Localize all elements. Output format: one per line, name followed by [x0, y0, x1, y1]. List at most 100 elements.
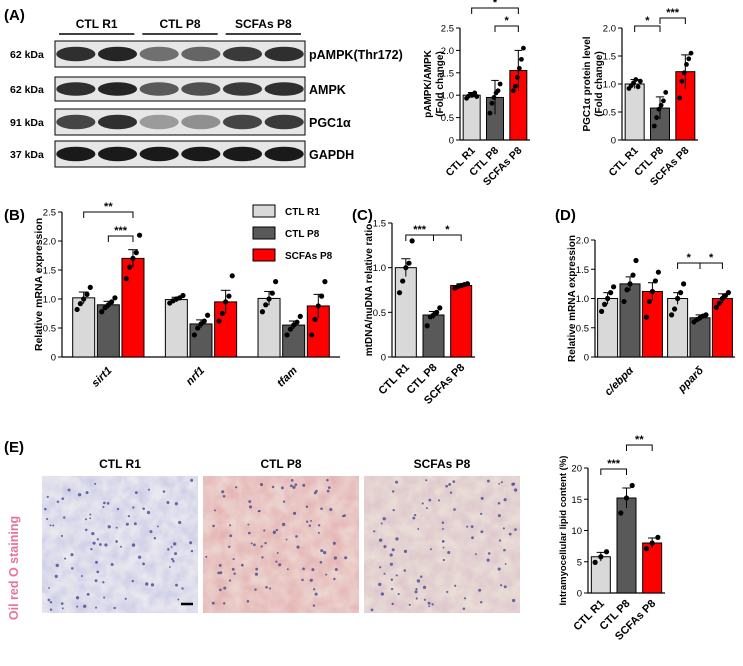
y-tick-label: 0.5: [43, 324, 56, 335]
stained-nucleus: [403, 549, 408, 554]
stained-nucleus: [325, 573, 328, 576]
blot-group-label: CTL P8: [159, 17, 200, 31]
data-point: [679, 78, 685, 84]
stained-nucleus: [214, 509, 216, 512]
stained-nucleus: [480, 496, 484, 500]
blot-band: [222, 114, 263, 130]
stained-nucleus: [497, 514, 501, 518]
stained-nucleus: [115, 540, 118, 543]
stained-nucleus: [254, 572, 259, 576]
data-point: [259, 309, 266, 315]
data-point: [703, 312, 709, 318]
significance-label: **: [635, 434, 644, 446]
stained-nucleus: [478, 588, 482, 592]
data-point: [74, 306, 80, 313]
chart-pgc1a: 0 0.5 1.0 1.5 2.0 PGC1α protein level (Fold ch…: [582, 7, 698, 188]
data-point: [599, 308, 605, 314]
data-point: [605, 295, 611, 302]
stained-nucleus: [480, 512, 483, 515]
stained-nucleus: [255, 567, 259, 571]
data-point: [512, 83, 518, 89]
stained-nucleus: [453, 508, 456, 511]
stained-nucleus: [229, 524, 232, 527]
data-point: [273, 279, 279, 285]
stained-nucleus: [305, 505, 309, 508]
stained-nucleus: [95, 606, 97, 609]
significance-label: ***: [413, 224, 427, 236]
blot-kda-label: 91 kDa: [10, 117, 44, 129]
data-point: [437, 305, 443, 311]
stained-nucleus: [308, 524, 311, 527]
stained-nucleus: [125, 522, 129, 526]
stained-nucleus: [133, 522, 137, 526]
blot-band: [97, 46, 138, 62]
data-point: [677, 95, 683, 101]
y-tick-label: 2.0: [603, 24, 616, 35]
stained-nucleus: [250, 542, 253, 545]
stained-nucleus: [487, 552, 491, 555]
blot-kda-label: 37 kDa: [10, 149, 44, 161]
stained-nucleus: [383, 572, 386, 575]
stained-nucleus: [67, 488, 71, 492]
significance-bracket: [471, 7, 519, 14]
y-tick-label: 15: [571, 495, 582, 506]
legend-label: CTL P8: [285, 229, 320, 240]
stained-nucleus: [156, 525, 159, 528]
stained-nucleus: [421, 502, 424, 505]
blot-band: [264, 46, 304, 62]
blot-band: [139, 114, 179, 130]
stained-nucleus: [395, 574, 398, 577]
stained-nucleus: [80, 575, 83, 577]
stained-nucleus: [479, 600, 483, 604]
stained-nucleus: [454, 584, 457, 587]
blot-band: [264, 114, 304, 130]
data-point: [112, 295, 118, 301]
stained-nucleus: [269, 587, 272, 590]
data-point: [396, 290, 403, 296]
data-point: [633, 77, 639, 82]
blot-kda-label: 62 kDa: [10, 84, 44, 96]
data-point: [518, 56, 524, 62]
stained-nucleus: [131, 579, 134, 583]
stained-nucleus: [229, 534, 233, 538]
stained-nucleus: [64, 557, 67, 560]
data-point: [602, 301, 608, 307]
data-point: [309, 332, 315, 338]
y-axis-label: Relative mRNA expression: [33, 218, 45, 351]
stained-nucleus: [380, 592, 385, 596]
panel-label-b: (B): [4, 207, 25, 224]
blot-band: [222, 146, 263, 162]
stained-nucleus: [319, 560, 323, 564]
staining-side-label: Oil red O staining: [7, 516, 21, 620]
significance-label: *: [445, 224, 450, 236]
stained-nucleus: [75, 596, 80, 600]
stained-nucleus: [403, 569, 406, 572]
stained-nucleus: [259, 482, 264, 487]
data-point: [219, 310, 225, 317]
y-tick-label: 1.0: [43, 295, 56, 306]
stained-nucleus: [373, 530, 376, 533]
stained-nucleus: [261, 556, 264, 559]
data-point: [195, 325, 201, 331]
stained-nucleus: [247, 531, 251, 535]
stained-nucleus: [314, 592, 318, 596]
y-tick-label: 5: [577, 557, 582, 568]
stained-nucleus: [142, 507, 145, 510]
stained-nucleus: [222, 602, 226, 605]
stained-nucleus: [503, 548, 506, 552]
stained-nucleus: [427, 601, 431, 605]
data-point: [713, 304, 720, 310]
stained-nucleus: [170, 545, 173, 548]
y-axis-label: pAMPK/AMPK: [423, 49, 434, 118]
stained-nucleus: [296, 545, 300, 549]
legend-b: CTL R1 CTL P8 SCFAs P8: [252, 204, 333, 262]
data-point: [287, 326, 293, 332]
data-point: [656, 106, 662, 112]
stained-nucleus: [390, 587, 394, 591]
legend-swatch: [252, 204, 276, 218]
y-tick-label: 1.0: [441, 91, 454, 102]
data-point: [201, 318, 207, 324]
stained-nucleus: [142, 562, 145, 566]
stained-nucleus: [379, 566, 382, 569]
